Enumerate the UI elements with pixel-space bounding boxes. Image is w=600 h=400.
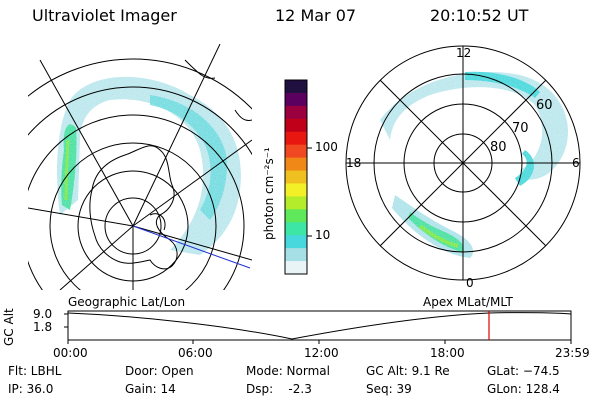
colorbar-segment <box>285 196 307 210</box>
colorbar-segment <box>285 157 307 172</box>
colorbar-segment <box>285 235 307 249</box>
colorbar-segment <box>285 248 307 262</box>
colorbar-tick-10: 10 <box>315 228 331 242</box>
timeline-x-tick-0600: 06:00 <box>178 346 213 360</box>
time-label: 20:10:52 UT <box>430 6 529 25</box>
colorbar-segment <box>285 131 307 146</box>
dsp-info: Dsp: -2.3 <box>246 382 312 396</box>
colorbar-segment <box>285 144 307 159</box>
colorbar-tick-100: 100 <box>315 140 338 154</box>
mlt-label-12: 12 <box>456 46 472 60</box>
timeline-y-tick-max: 9.0 <box>33 307 53 321</box>
mode-info: Mode: Normal <box>246 364 330 378</box>
seq-info: Seq: 39 <box>366 382 412 396</box>
mlt-label-18: 18 <box>346 156 362 170</box>
mlt-lines <box>346 46 580 280</box>
terminator-line <box>132 225 251 269</box>
instrument-title: Ultraviolet Imager <box>32 6 177 25</box>
colorbar-segment <box>285 209 307 223</box>
gc-alt-info: GC Alt: 9.1 Re <box>366 364 450 378</box>
colorbar-segment <box>285 118 307 133</box>
colorbar-segment <box>285 261 307 275</box>
date-label: 12 Mar 07 <box>275 6 357 25</box>
colorbar-segment <box>285 170 307 184</box>
altitude-curve <box>67 312 572 340</box>
coastline <box>89 145 178 270</box>
geographic-map <box>28 44 252 290</box>
glon-info: GLon: 128.4 <box>487 382 560 396</box>
colorbar-segment <box>285 105 307 120</box>
timeline-x-tick-1800: 18:00 <box>430 346 465 360</box>
colorbar-segment <box>285 183 307 197</box>
ip-info: IP: 36.0 <box>8 382 54 396</box>
timeline-y-tick-min: 1.8 <box>33 320 53 334</box>
colorbar <box>284 79 308 275</box>
door-info: Door: Open <box>125 364 194 378</box>
colorbar-segment <box>285 222 307 236</box>
gain-info: Gain: 14 <box>125 382 176 396</box>
magnetic-map <box>345 45 581 281</box>
mlat-label-70: 70 <box>512 121 529 136</box>
timeline-plot <box>64 310 572 344</box>
filter-info: Flt: LBHL <box>8 364 62 378</box>
longitude-lines <box>28 44 252 290</box>
mlat-label-60: 60 <box>536 98 553 113</box>
mlt-label-0: 0 <box>466 276 474 290</box>
colorbar-segment <box>285 80 307 94</box>
timeline-x-tick-0000: 00:00 <box>53 346 88 360</box>
right-map-caption: Apex MLat/MLT <box>423 295 513 309</box>
timeline-y-axis-label: GC Alt <box>2 308 16 346</box>
timeline-ticks <box>67 340 572 344</box>
timeline-x-tick-1200: 12:00 <box>304 346 339 360</box>
mlt-label-6: 6 <box>572 156 580 170</box>
timeline-x-tick-2359: 23:59 <box>555 346 590 360</box>
glat-info: GLat: −74.5 <box>487 364 560 378</box>
mlat-label-80: 80 <box>490 140 507 155</box>
colorbar-segment <box>285 92 307 107</box>
left-map-caption: Geographic Lat/Lon <box>68 295 186 309</box>
colorbar-unit-label: photon cm⁻²s⁻¹ <box>262 147 276 240</box>
